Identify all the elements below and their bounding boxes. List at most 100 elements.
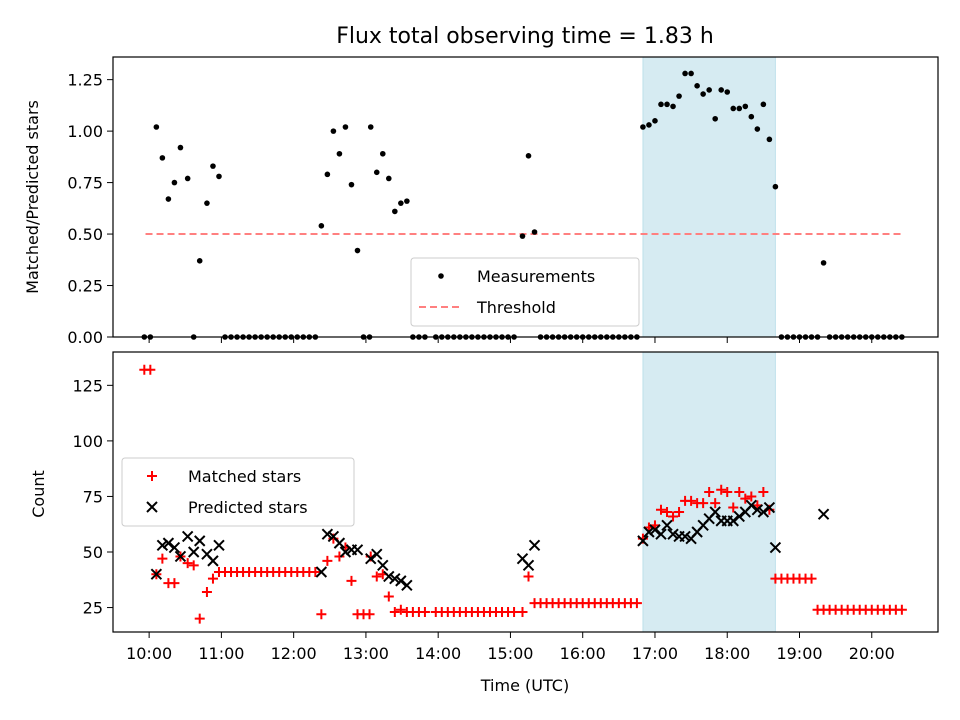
predicted-star-point [207,555,219,567]
matched-star-point [316,609,327,620]
measurement-point [706,87,712,93]
measurement-point [379,150,386,157]
measurement-point [153,124,160,130]
measurement-point [664,101,670,108]
matched-star-point [740,493,751,504]
predicted-star-point [174,550,187,563]
x-tick-label: 12:00 [271,644,317,663]
y-tick-label: 0.75 [67,174,103,193]
predicted-star-point [365,552,377,565]
measurement-point [348,181,355,188]
predicted-star-point [168,541,181,554]
bottom-panel: 25 50 75 100 125 10:00 11:00 12:00 13:00 14:00 15:… [72,351,939,663]
predicted-star-point [655,528,667,540]
predicted-star-point [522,559,535,572]
matched-star-point [517,607,528,617]
measurement-point [820,260,827,266]
predicted-star-point [395,575,407,587]
measurement-point [676,93,682,99]
matched-star-point [194,613,205,624]
x-tick-label: 11:00 [198,644,244,663]
matched-star-point [722,487,733,497]
predicted-star-point [679,530,691,543]
matched-star-point [668,511,679,522]
x-tick-label: 10:00 [126,644,172,663]
predicted-star-point [162,537,175,549]
measurement-point [646,122,652,128]
measurement-point [398,200,404,206]
legend-label: Predicted stars [188,498,308,517]
measurement-point [386,175,392,182]
matched-star-point [157,553,168,564]
top-chart-title: Flux total observing time = 1.83 h [336,24,714,49]
predicted-star-point [315,566,328,578]
legend-box [410,257,640,327]
matched-star-point [322,555,333,566]
plot-frame [112,56,939,338]
y-tick-label: 0.00 [67,328,103,347]
predicted-star-point [661,519,673,532]
matched-star-point [145,364,156,375]
measurement-point [324,171,331,178]
matched-star-point [346,575,357,586]
measurement-point [177,144,184,151]
matched-star-point [201,587,212,597]
legend-box [121,457,355,527]
measurement-point [670,103,676,110]
measurement-point [766,136,773,143]
predicted-star-point [156,539,169,552]
y-tick-label: 75 [83,487,103,506]
y-tick-label: 50 [83,543,103,562]
measurement-point [367,124,374,130]
matched-star-point [710,498,721,509]
predicted-star-point [763,501,776,514]
measurement-point [392,208,398,215]
measurement-point [694,83,700,89]
matched-star-point [207,573,218,584]
measurement-point [165,196,172,202]
predicted-star-point [757,506,770,518]
matched-star-point [698,498,709,509]
measurement-point [216,173,222,180]
predicted-star-point [769,541,782,554]
predicted-star-point [637,535,649,547]
legend-matched-marker [147,471,157,481]
predicted-star-point [187,546,200,558]
measurement-point [640,124,646,130]
top-panel: 0.00 0.25 0.50 0.75 1.00 1.25 Measurements Thre… [67,56,939,347]
legend: Matched stars Predicted stars [121,457,355,527]
predicted-star-point [667,528,679,540]
matched-star-point [523,571,534,582]
matched-star-point [806,573,817,584]
predicted-star-point [709,506,721,518]
y-tick-label: 1.00 [67,122,103,141]
measurement-point [754,126,761,132]
matched-star-point [364,609,375,620]
measurement-point [204,200,210,206]
matched-star-point [662,507,673,517]
measurement-point [159,155,166,161]
predicted-star-point [389,572,401,585]
measurement-point [330,128,337,134]
measurement-point [519,233,526,239]
x-tick-label: 16:00 [560,644,606,663]
x-tick-label: 19:00 [776,644,822,663]
plot-frame [112,351,939,633]
measurement-point [531,229,538,235]
matched-star-point [509,607,520,617]
y-tick-label: 0.50 [67,225,103,244]
observing-window-span [642,56,776,338]
predicted-star-point [383,570,395,583]
x-tick-label: 14:00 [415,644,461,663]
matched-star-point [383,591,394,602]
x-tick-label: 20:00 [849,644,895,663]
predicted-star-point [181,530,194,543]
matched-star-point [704,487,715,497]
measurement-point [742,103,749,110]
y-tick-label: 125 [72,376,103,395]
legend-label: Threshold [476,298,556,317]
x-tick-label: 15:00 [487,644,533,663]
matched-star-point [395,604,406,615]
